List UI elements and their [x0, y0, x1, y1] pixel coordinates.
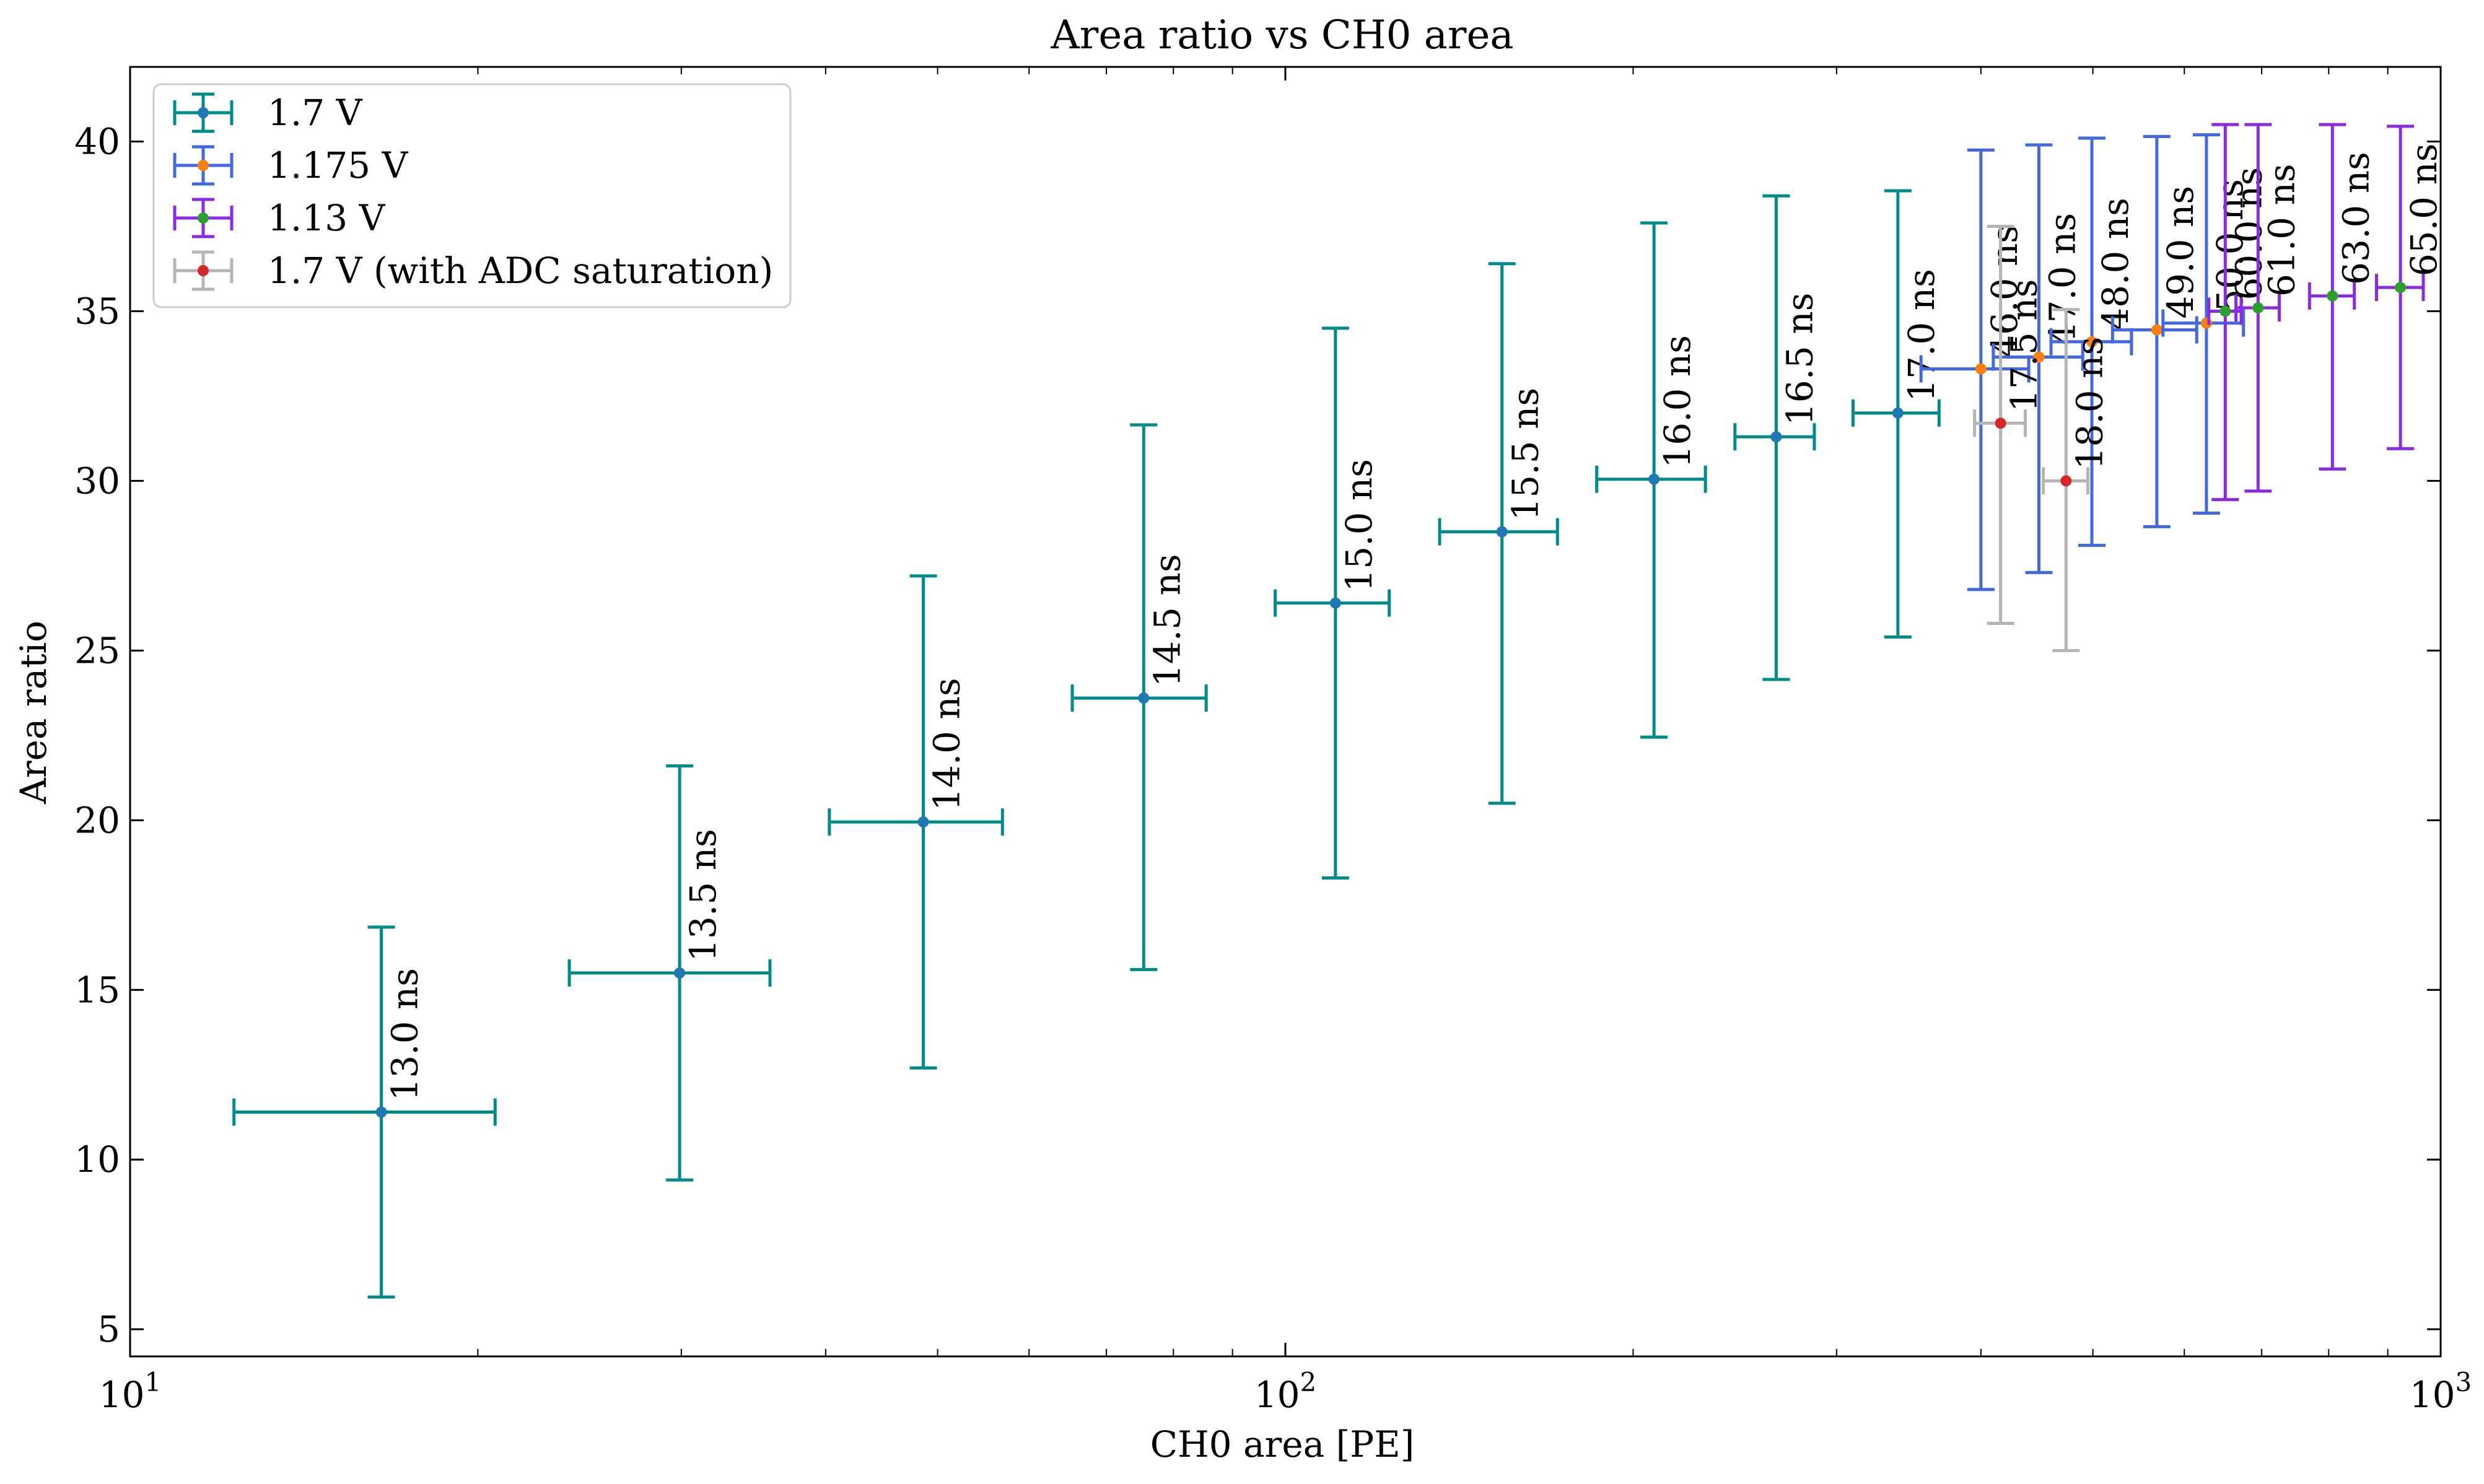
data-point — [1770, 431, 1782, 443]
data-point — [674, 967, 686, 979]
point-label: 50.0 ns — [2209, 179, 2251, 312]
point-label: 16.5 ns — [1778, 293, 1821, 426]
data-point — [2252, 302, 2264, 314]
plot-marks: 13.0 ns 13.5 ns 14.0 ns 14.5 ns 15.0 ns 15.5 … — [232, 123, 2445, 1299]
point-label: 46.0 ns — [1983, 225, 2026, 358]
legend-entry: 1.175 V — [173, 144, 408, 186]
y-tick-label: 30 — [74, 460, 120, 502]
point-label: 63.0 ns — [2335, 152, 2377, 285]
x-tick-label: 102 — [1254, 1367, 1317, 1416]
legend-marker — [198, 212, 209, 224]
y-tick-label: 15 — [74, 969, 120, 1011]
point-label: 13.0 ns — [384, 968, 426, 1101]
data-point — [1995, 417, 2006, 429]
legend-label: 1.7 V (with ADC saturation) — [268, 250, 773, 292]
data-point — [1496, 526, 1508, 538]
point-label: 15.0 ns — [1338, 459, 1380, 592]
y-axis-label: Area ratio — [12, 621, 55, 805]
series-3: 17.5 ns 18.0 ns — [1973, 225, 2110, 652]
legend-label: 1.13 V — [268, 197, 386, 239]
data-point — [1138, 692, 1150, 704]
legend: 1.7 V 1.175 V 1.13 V 1.7 V (with ADC satura… — [152, 83, 792, 308]
legend-label: 1.175 V — [268, 144, 408, 186]
legend-entry: 1.13 V — [173, 197, 386, 239]
point-label: 17.5 ns — [2003, 279, 2045, 412]
legend-marker — [198, 160, 209, 171]
point-label: 15.5 ns — [1505, 388, 1547, 521]
x-axis-label: CH0 area [PE] — [1150, 1423, 1415, 1465]
x-tick-label: 103 — [2410, 1367, 2472, 1416]
x-tick-label: 101 — [99, 1367, 162, 1416]
legend-marker — [198, 107, 209, 118]
y-tick-label: 40 — [74, 121, 120, 163]
point-label: 14.5 ns — [1146, 554, 1188, 687]
legend-marker — [198, 265, 209, 276]
y-tick-label: 5 — [97, 1308, 120, 1350]
point-label: 16.0 ns — [1656, 335, 1699, 468]
data-point — [1329, 597, 1341, 609]
data-point — [2219, 305, 2231, 317]
y-tick-label: 10 — [74, 1138, 120, 1181]
y-tick-label: 35 — [74, 290, 120, 332]
legend-entry: 1.7 V (with ADC saturation) — [173, 250, 773, 292]
legend-box — [152, 83, 792, 308]
axes: 101 102 103 5 10 15 20 25 30 35 40 — [74, 66, 2472, 1416]
point-label: 47.0 ns — [2041, 213, 2083, 346]
data-point — [2060, 475, 2072, 487]
data-point — [1975, 363, 1987, 375]
data-point — [2086, 336, 2097, 347]
data-point — [2395, 282, 2407, 294]
data-point — [1892, 407, 1904, 419]
data-point — [2327, 290, 2338, 302]
point-label: 65.0 ns — [2403, 143, 2445, 276]
point-label: 60.0 ns — [2228, 167, 2270, 300]
data-point — [917, 816, 929, 828]
data-point — [1648, 473, 1660, 485]
data-point — [2151, 324, 2163, 336]
point-label: 49.0 ns — [2159, 186, 2202, 319]
data-point — [375, 1106, 387, 1118]
point-label: 61.0 ns — [2260, 164, 2303, 297]
legend-label: 1.7 V — [268, 92, 363, 134]
point-label: 48.0 ns — [2094, 198, 2136, 331]
point-label: 18.0 ns — [2068, 337, 2110, 470]
point-label: 13.5 ns — [682, 829, 724, 962]
y-tick-label: 20 — [74, 799, 120, 841]
chart-title: Area ratio vs CH0 area — [1051, 12, 1514, 58]
data-point — [2033, 351, 2045, 363]
axis-text: Area ratio vs CH0 area CH0 area [PE] Are… — [12, 12, 1513, 1465]
point-label: 14.0 ns — [926, 678, 968, 811]
series-0: 13.0 ns 13.5 ns 14.0 ns 14.5 ns 15.0 ns 15.5 … — [232, 189, 1943, 1299]
y-tick-label: 25 — [74, 629, 120, 671]
legend-entry: 1.7 V — [173, 92, 363, 134]
